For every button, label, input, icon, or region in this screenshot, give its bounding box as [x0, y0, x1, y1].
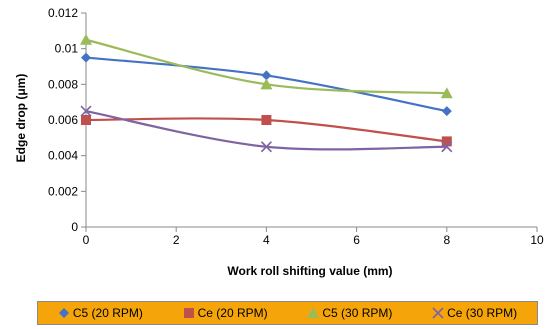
x-tick-label: 8	[443, 233, 450, 247]
data-point	[260, 78, 273, 90]
y-tick-label: 0.004	[48, 149, 78, 163]
legend-item: C5 (20 RPM)	[58, 306, 143, 320]
legend-label: Ce (30 RPM)	[447, 306, 518, 320]
legend-marker-shape	[58, 308, 69, 318]
data-point	[441, 136, 452, 147]
legend-marker-icon	[58, 308, 69, 318]
x-tick-label: 2	[173, 233, 180, 247]
y-axis-title: Edge drop (μm)	[14, 74, 28, 163]
series-layer	[80, 33, 453, 153]
legend-marker-icon	[432, 307, 444, 319]
data-point	[441, 106, 452, 117]
data-point	[440, 87, 453, 99]
y-tick-label: 0.008	[48, 77, 78, 91]
legend: C5 (20 RPM) Ce (20 RPM) C5 (30 RPM) Ce (30 …	[37, 301, 538, 325]
x-axis-title: Work roll shifting value (mm)	[227, 264, 392, 278]
data-point	[261, 115, 272, 125]
legend-marker-shape	[183, 308, 194, 318]
x-tick-label: 10	[530, 233, 544, 247]
y-tick-label: 0.01	[55, 42, 79, 56]
chart: 0 2 4 6 8 10 0 0.002 0.004 0.006 0.008 0.01 0.012 W…	[14, 6, 544, 278]
legend-marker-shape	[432, 307, 444, 319]
legend-label: C5 (20 RPM)	[72, 306, 143, 320]
legend-item: Ce (20 RPM)	[183, 306, 268, 320]
legend-marker-icon	[307, 307, 320, 318]
data-point	[80, 33, 92, 45]
x-tick-label: 4	[263, 233, 270, 247]
legend-label: Ce (20 RPM)	[197, 306, 268, 320]
y-tick-label: 0.006	[48, 113, 78, 127]
data-point	[81, 115, 91, 125]
x-tick-labels: 0 2 4 6 8 10	[83, 227, 544, 247]
data-point	[260, 141, 272, 153]
data-point	[81, 52, 91, 63]
legend-item: Ce (30 RPM)	[432, 306, 517, 320]
legend-marker-icon	[183, 308, 194, 318]
x-tick-label: 0	[83, 233, 90, 247]
data-point	[80, 105, 92, 117]
legend-label: C5 (30 RPM)	[322, 306, 393, 320]
data-point	[441, 141, 453, 153]
y-tick-label: 0.012	[48, 6, 78, 20]
y-tick-labels: 0 0.002 0.004 0.006 0.008 0.01 0.012	[48, 6, 86, 234]
legend-marker-shape	[307, 307, 320, 318]
x-tick-label: 6	[353, 233, 360, 247]
y-tick-label: 0	[71, 220, 78, 234]
axes	[85, 13, 537, 228]
y-tick-label: 0.002	[48, 184, 78, 198]
data-point	[261, 70, 272, 81]
legend-item: C5 (30 RPM)	[307, 306, 392, 320]
